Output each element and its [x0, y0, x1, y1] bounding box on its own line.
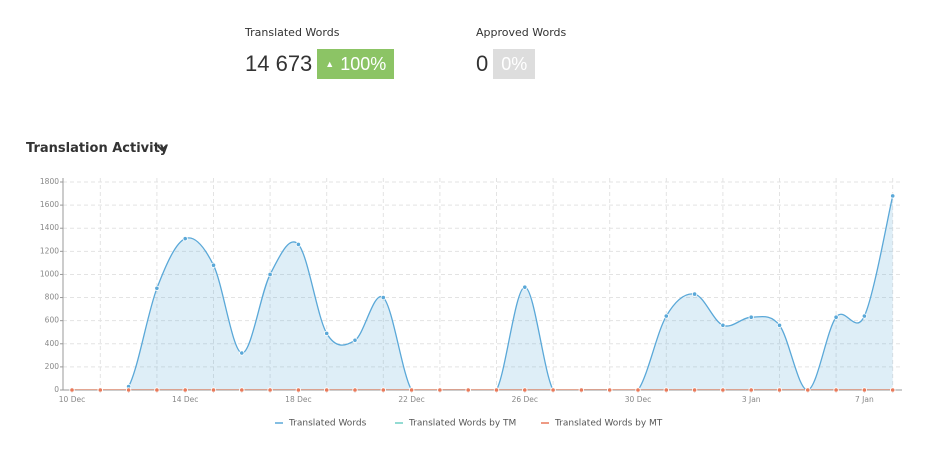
y-tick-label: 1200	[40, 246, 59, 255]
stat-label: Approved Words	[476, 26, 567, 39]
chart: 0 200 400 600 800 1000 1200 1400 1600 1800 10 Dec 1…	[40, 177, 902, 429]
point	[550, 387, 556, 393]
point	[380, 294, 386, 301]
y-tick-label: 1800	[40, 177, 59, 186]
point	[691, 291, 698, 297]
y-tick-label: 200	[45, 362, 60, 371]
stat-change: ▲ 100%	[317, 49, 395, 79]
legend-label: Translated Words	[288, 419, 367, 429]
legend-label: Translated Words by MT	[554, 419, 663, 429]
point	[210, 262, 217, 268]
point	[607, 387, 613, 393]
point	[720, 387, 726, 393]
point	[861, 313, 868, 319]
y-tick-label: 600	[45, 316, 60, 325]
point	[720, 322, 726, 328]
y-tick-label: 1000	[40, 269, 59, 278]
stat-change-text: 100%	[340, 54, 387, 74]
point	[748, 314, 754, 320]
point	[267, 271, 273, 278]
point	[352, 387, 358, 393]
x-tick-label: 14 Dec	[172, 395, 198, 404]
x-tick-label: 3 Jan	[742, 395, 761, 404]
point	[890, 387, 896, 393]
x-tick-label: 26 Dec	[512, 395, 538, 404]
point	[352, 337, 358, 343]
x-tick-label: 10 Dec	[59, 395, 85, 404]
stat: Approved Words 0 0%	[476, 26, 566, 79]
point	[578, 387, 585, 393]
y-tick-label: 1600	[40, 200, 59, 209]
x-tick-label: 22 Dec	[398, 395, 424, 404]
stat-label: Translated Words	[245, 26, 340, 39]
point	[267, 387, 273, 393]
point	[97, 387, 103, 393]
point	[635, 387, 641, 393]
point	[465, 387, 471, 393]
area	[72, 195, 893, 390]
point	[437, 387, 443, 393]
point	[380, 387, 386, 393]
point	[408, 387, 415, 393]
point	[890, 193, 896, 199]
point	[748, 387, 754, 393]
y-tick-label: 0	[54, 385, 59, 394]
point	[239, 350, 245, 356]
point	[239, 387, 245, 393]
x-tick-label: 18 Dec	[285, 395, 311, 404]
stat: Translated Words 14 673 ▲ 100%	[245, 26, 395, 79]
plot	[72, 195, 894, 390]
x-tick-label: 7 Jan	[855, 395, 874, 404]
point	[833, 387, 839, 393]
point	[126, 387, 132, 393]
point	[493, 387, 500, 393]
legend-label: Translated Words by TM	[408, 419, 516, 429]
point	[69, 387, 75, 393]
point	[663, 313, 669, 319]
point	[522, 387, 528, 393]
point	[663, 387, 669, 393]
point	[776, 322, 783, 328]
point	[324, 330, 330, 336]
point	[154, 285, 160, 291]
dropdown-chevron[interactable]	[156, 143, 168, 153]
point	[182, 387, 188, 393]
point	[522, 284, 528, 290]
stat-value: 14 673	[245, 51, 313, 76]
point	[210, 387, 217, 393]
x-tick-label: 30 Dec	[625, 395, 651, 404]
y-tick-label: 400	[45, 339, 60, 348]
stat-value: 0	[476, 51, 489, 76]
section-title[interactable]: Translation Activity	[26, 141, 169, 156]
point	[776, 387, 783, 393]
point	[691, 387, 698, 393]
stat-change: 0%	[493, 49, 536, 79]
point	[295, 387, 301, 393]
point	[861, 387, 868, 393]
point	[805, 387, 811, 393]
point	[295, 241, 301, 248]
y-tick-label: 800	[45, 293, 60, 302]
point	[833, 314, 839, 320]
point	[182, 236, 188, 242]
point	[324, 387, 330, 393]
point	[154, 387, 160, 393]
y-tick-label: 1400	[40, 223, 59, 232]
